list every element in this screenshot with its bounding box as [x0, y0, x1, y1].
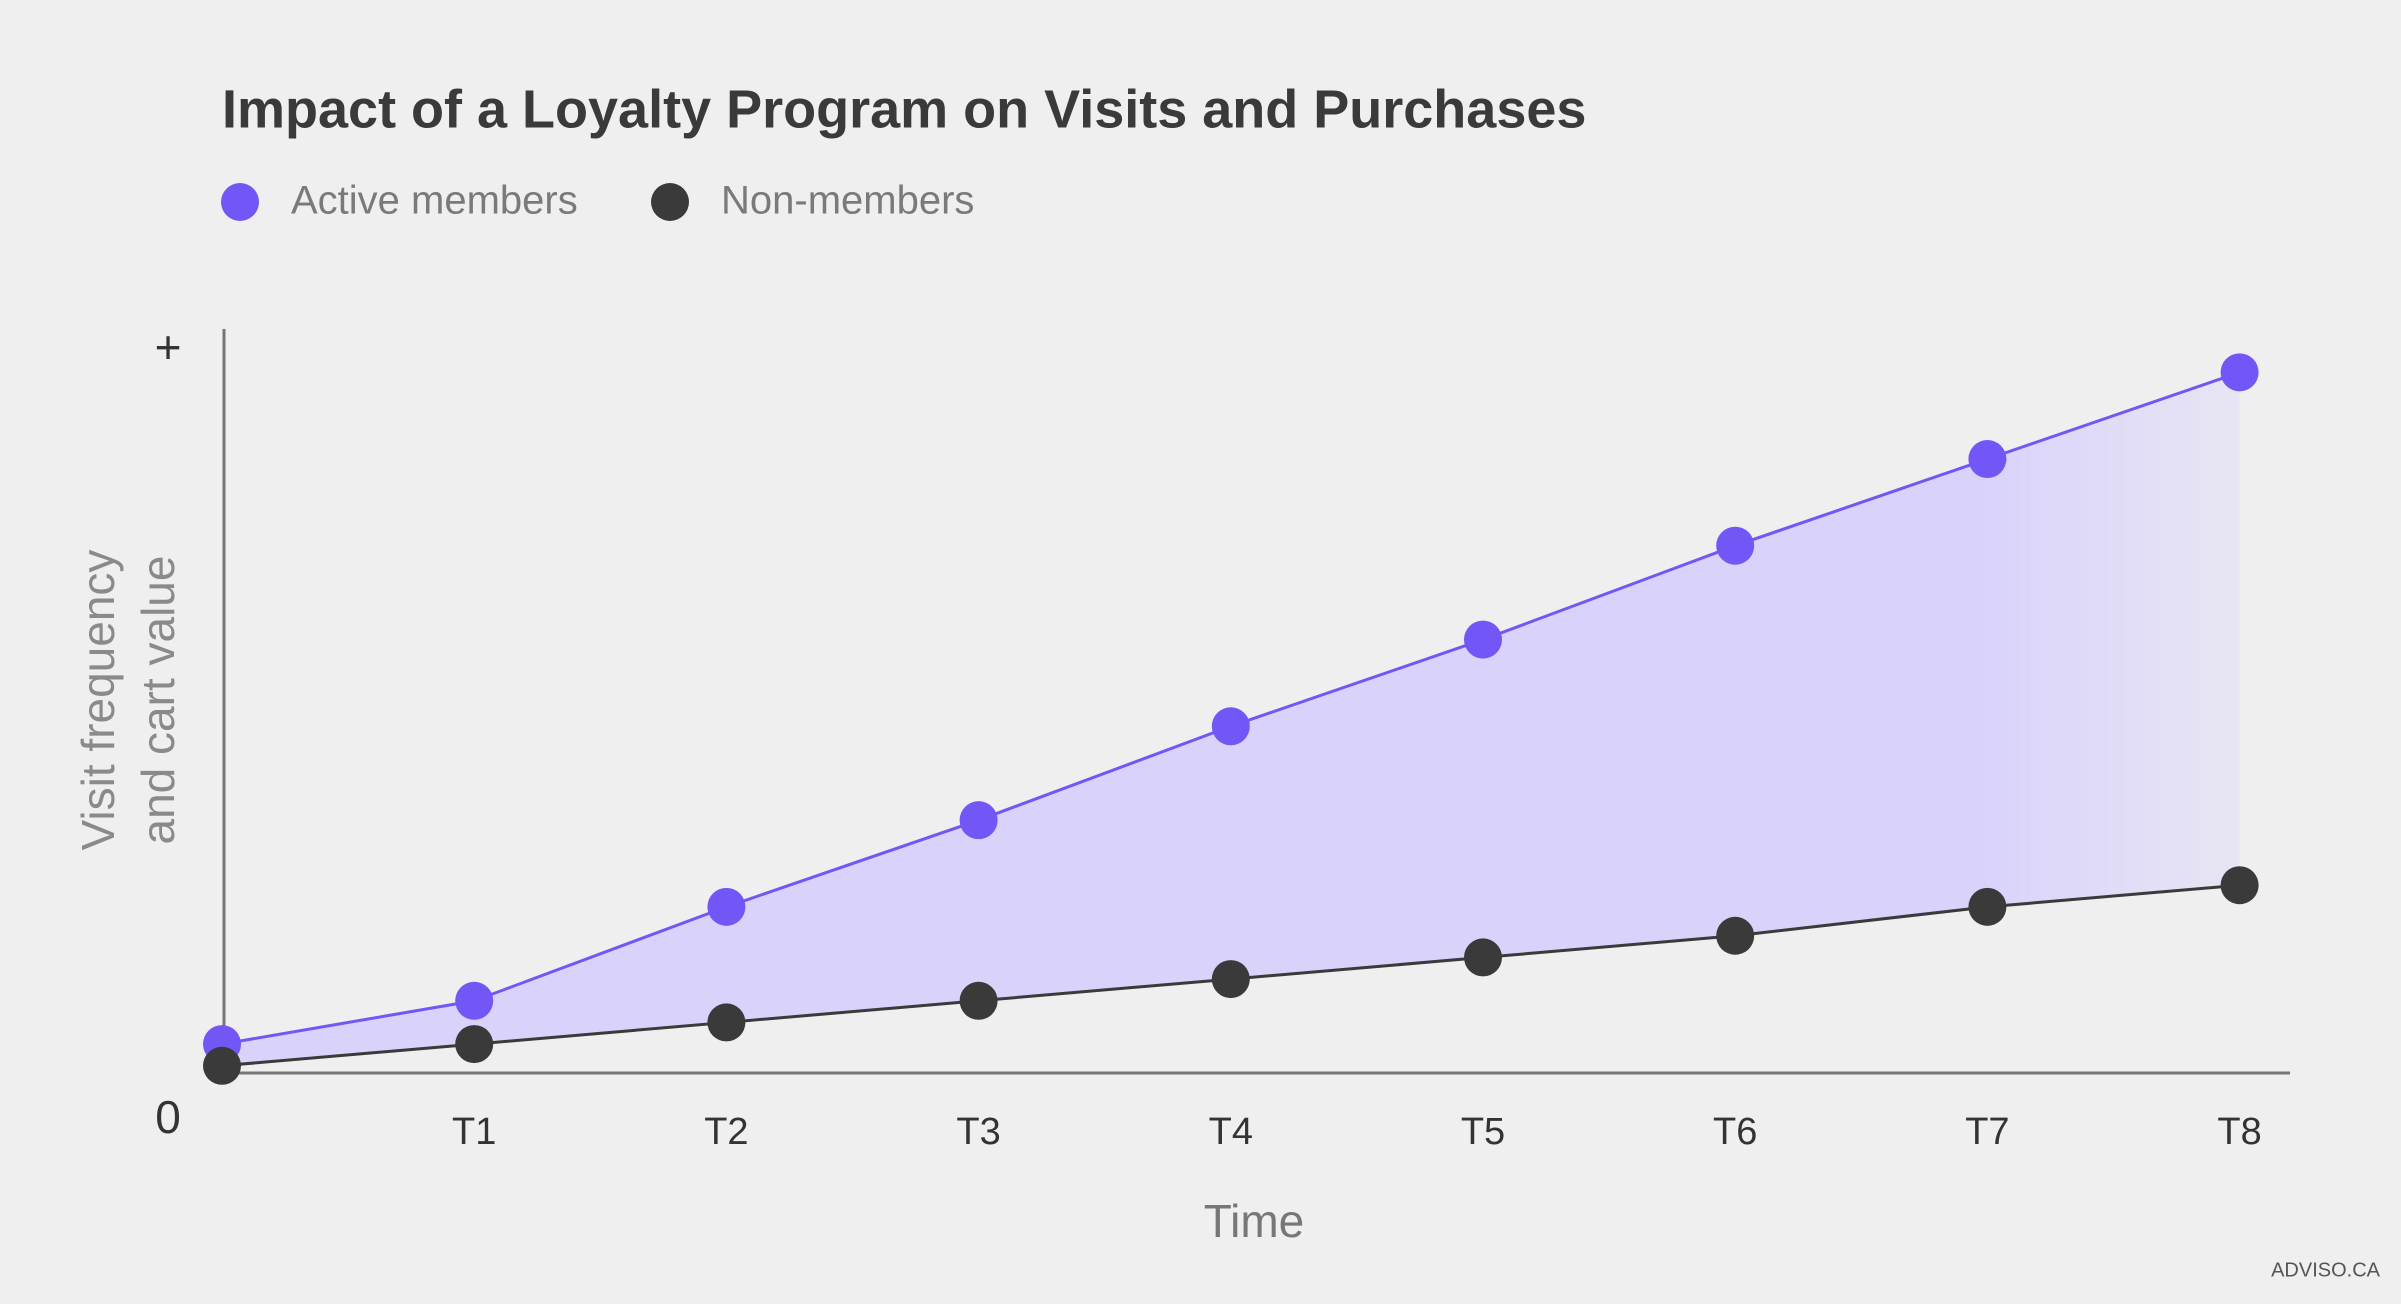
data-point [959, 801, 998, 840]
x-tick-label: T2 [704, 1111, 748, 1153]
y-tick-label: 0 [155, 1091, 181, 1143]
data-point [707, 1003, 746, 1042]
y-axis-title-line: and cart value [132, 556, 184, 845]
data-point [1716, 916, 1755, 955]
data-point [1968, 440, 2007, 479]
data-point [1211, 960, 1250, 999]
x-tick-label: T6 [1713, 1111, 1757, 1153]
data-point [2220, 866, 2259, 905]
x-tick-label: T3 [956, 1111, 1000, 1153]
data-point [455, 1025, 494, 1064]
chart-title: Impact of a Loyalty Program on Visits an… [222, 79, 1586, 139]
x-axis-title: Time [1204, 1195, 1305, 1247]
x-tick-label: T8 [2217, 1111, 2261, 1153]
y-tick-label: + [155, 321, 182, 373]
source: ADVISO.CA [2271, 1259, 2381, 1281]
y-axis-title-line: Visit frequency [72, 550, 124, 851]
legend-label: Non-members [721, 179, 974, 223]
legend-marker [221, 183, 259, 221]
legend-marker [651, 183, 689, 221]
data-point [1211, 707, 1250, 746]
data-point [1464, 938, 1502, 977]
x-tick-label: T7 [1965, 1111, 2009, 1153]
data-point [1464, 620, 1502, 659]
data-point [1716, 526, 1755, 565]
legend-label: Active members [291, 179, 578, 223]
data-point [455, 981, 494, 1020]
x-tick-label: T4 [1209, 1111, 1253, 1153]
x-tick-label: T5 [1461, 1111, 1505, 1153]
data-point [1968, 887, 2007, 926]
x-tick-label: T1 [452, 1111, 496, 1153]
data-point [203, 1046, 241, 1085]
data-point [2220, 353, 2259, 392]
y-axis-title: Visit frequency and cart value [72, 550, 184, 851]
data-point [707, 887, 746, 926]
data-point [959, 981, 998, 1020]
